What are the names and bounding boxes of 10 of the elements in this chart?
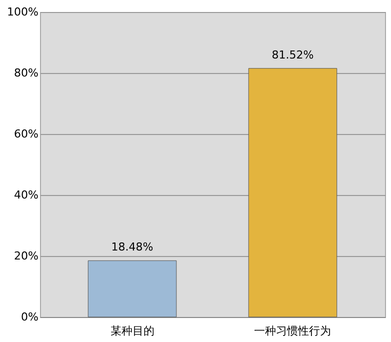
x-tick-label: 某种目的 [110, 324, 154, 338]
y-tick-label: 60% [14, 128, 38, 140]
y-tick-label: 100% [7, 6, 38, 18]
y-tick-label: 80% [14, 66, 38, 80]
data-label: 18.48% [111, 240, 154, 254]
y-tick-label: 40% [14, 188, 38, 202]
data-label: 81.52% [272, 48, 314, 62]
y-tick-label: 20% [14, 250, 38, 262]
y-tick-label: 0% [21, 310, 38, 324]
x-tick-label: 一种习惯性行为 [254, 324, 332, 338]
